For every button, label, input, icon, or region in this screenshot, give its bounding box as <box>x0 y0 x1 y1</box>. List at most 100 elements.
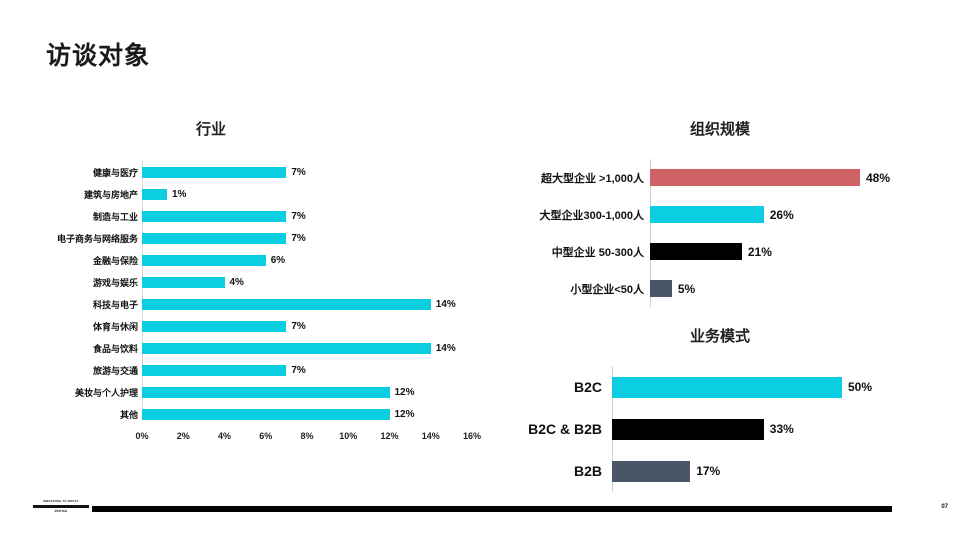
industry-bar-row: 游戏与娱乐 4% <box>93 271 496 293</box>
chart-org-size-title: 组织规模 <box>689 121 750 138</box>
business-model-category-label: B2B <box>573 463 602 479</box>
chart-business-model-title: 业务模式 <box>689 328 750 345</box>
industry-category-label: 建筑与房地产 <box>83 189 138 200</box>
x-axis-tick-label: 0% <box>135 431 149 441</box>
industry-bar-row: 制造与工业 7% <box>93 205 496 227</box>
x-axis-tick-label: 14% <box>421 431 440 441</box>
x-axis-tick-label: 10% <box>339 431 358 441</box>
industry-value-label: 6% <box>270 254 286 266</box>
industry-category-label: 金融与保险 <box>92 255 138 266</box>
chart-industry-title: 行业 <box>195 121 226 138</box>
org-size-category-label: 超大型企业 >1,000人 <box>540 172 644 185</box>
industry-bar <box>142 320 287 332</box>
industry-bar-row: 其他 12% <box>120 403 496 425</box>
chart-org-size-plot: 超大型企业 >1,000人 48% 大型企业300-1,000人 26% 中型企业 50… <box>520 159 920 307</box>
industry-bar <box>142 408 390 420</box>
org-size-category-label: 小型企业<50人 <box>570 283 644 296</box>
business-model-value-label: 17% <box>696 464 721 478</box>
industry-bar-row: 科技与电子 14% <box>93 293 496 315</box>
industry-value-label: 7% <box>291 320 306 332</box>
industry-bar-row: 体育与休闲 7% <box>93 315 496 337</box>
industry-category-label: 旅游与交通 <box>92 365 138 376</box>
industry-value-label: 4% <box>229 276 244 288</box>
industry-bar <box>142 364 287 376</box>
industry-bar-row: 食品与饮料 14% <box>93 337 496 359</box>
industry-value-label: 12% <box>394 386 415 398</box>
org-size-bar <box>650 280 672 297</box>
industry-bar-row: 旅游与交通 7% <box>93 359 496 381</box>
industry-bar <box>142 210 287 222</box>
org-size-bar <box>650 169 860 186</box>
industry-category-label: 食品与饮料 <box>92 343 138 354</box>
org-size-bar-row: 大型企业300-1,000人 26% <box>539 196 920 233</box>
x-axis-tick-label: 8% <box>300 431 314 441</box>
industry-bar <box>142 254 266 266</box>
industry-category-label: 美妆与个人护理 <box>74 387 138 398</box>
industry-bar <box>142 166 287 178</box>
org-size-bar-row: 超大型企业 >1,000人 48% <box>541 159 920 196</box>
industry-bar <box>142 232 287 244</box>
industry-bar-row: 美妆与个人护理 12% <box>75 381 496 403</box>
industry-bar <box>142 188 167 200</box>
org-size-bar-row: 小型企业<50人 5% <box>570 270 920 307</box>
page-title: 访谈对象 <box>46 42 151 70</box>
industry-category-label: 游戏与娱乐 <box>92 277 138 288</box>
footer-bar <box>92 506 892 512</box>
x-axis-tick-label: 4% <box>217 431 232 441</box>
industry-bar <box>142 386 390 398</box>
business-model-value-label: 50% <box>848 380 873 394</box>
industry-category-label: 制造与工业 <box>92 211 138 222</box>
industry-bar-row: 电子商务与网络服务 7% <box>57 227 496 249</box>
org-size-category-label: 中型企业 50-300人 <box>551 246 644 259</box>
industry-bar <box>142 342 431 354</box>
chart-industry-x-axis: 0% 2% 4% 6% 8% 10% 12% 14% 16% <box>135 429 496 445</box>
industry-value-label: 7% <box>291 364 306 376</box>
business-model-value-label: 33% <box>769 422 794 436</box>
business-model-bar <box>612 418 764 440</box>
org-size-value-label: 5% <box>677 281 696 296</box>
industry-category-label: 健康与医疗 <box>92 167 138 178</box>
business-model-bar-row: B2C 50% <box>574 366 920 408</box>
business-model-bar-row: B2B 17% <box>574 450 920 492</box>
chart-industry: 行业 健康与医疗 7% 建筑与房地产 1% 制造与工业 7% 电子商务与网络服务 7% 金融与保… <box>46 118 496 445</box>
org-size-bar-row: 中型企业 50-300人 21% <box>552 233 920 270</box>
org-size-value-label: 21% <box>747 244 772 259</box>
industry-value-label: 7% <box>291 166 306 178</box>
page-number: 07 <box>941 504 948 510</box>
industry-value-label: 12% <box>394 408 415 420</box>
chart-industry-plot: 健康与医疗 7% 建筑与房地产 1% 制造与工业 7% 电子商务与网络服务 7% 金融与保险 6%… <box>46 161 496 425</box>
industry-category-label: 科技与电子 <box>92 299 138 310</box>
industry-bar-row: 金融与保险 6% <box>93 249 496 271</box>
business-model-category-label: B2C & B2B <box>528 421 602 437</box>
chart-org-size: 组织规模 超大型企业 >1,000人 48% 大型企业300-1,000人 26% 中型… <box>520 118 920 307</box>
logo-wordmark: dentsu <box>54 508 68 513</box>
x-axis-tick-label: 16% <box>462 431 482 441</box>
industry-bar-row: 健康与医疗 7% <box>93 161 496 183</box>
org-size-bar <box>650 206 764 223</box>
industry-value-label: 7% <box>291 210 306 222</box>
chart-business-model: 业务模式 B2C 50% B2C & B2B 33% B2B 17% <box>520 325 920 492</box>
industry-bar <box>142 298 431 310</box>
business-model-bar-row: B2C & B2B 33% <box>528 408 920 450</box>
business-model-bar <box>612 376 842 398</box>
industry-value-label: 14% <box>435 342 456 354</box>
industry-value-label: 1% <box>172 188 187 200</box>
industry-category-label: 其他 <box>119 409 138 420</box>
x-axis-tick-label: 6% <box>259 431 273 441</box>
logo-rule <box>33 504 89 508</box>
org-size-value-label: 48% <box>866 170 891 185</box>
industry-value-label: 7% <box>291 232 306 244</box>
business-model-category-label: B2C <box>573 379 602 395</box>
industry-bar-row: 建筑与房地产 1% <box>84 183 496 205</box>
industry-category-label: 体育与休闲 <box>92 321 138 332</box>
org-size-bar <box>650 243 742 260</box>
dentsu-logo: INNOVATING TO IMPACT dentsu <box>33 500 89 513</box>
org-size-value-label: 26% <box>769 207 794 222</box>
org-size-category-label: 大型企业300-1,000人 <box>539 209 644 222</box>
business-model-bar <box>612 460 691 482</box>
industry-value-label: 14% <box>435 298 456 310</box>
x-axis-tick-label: 2% <box>176 431 190 441</box>
y-axis-line <box>650 159 651 307</box>
chart-business-model-plot: B2C 50% B2C & B2B 33% B2B 17% <box>520 366 920 492</box>
